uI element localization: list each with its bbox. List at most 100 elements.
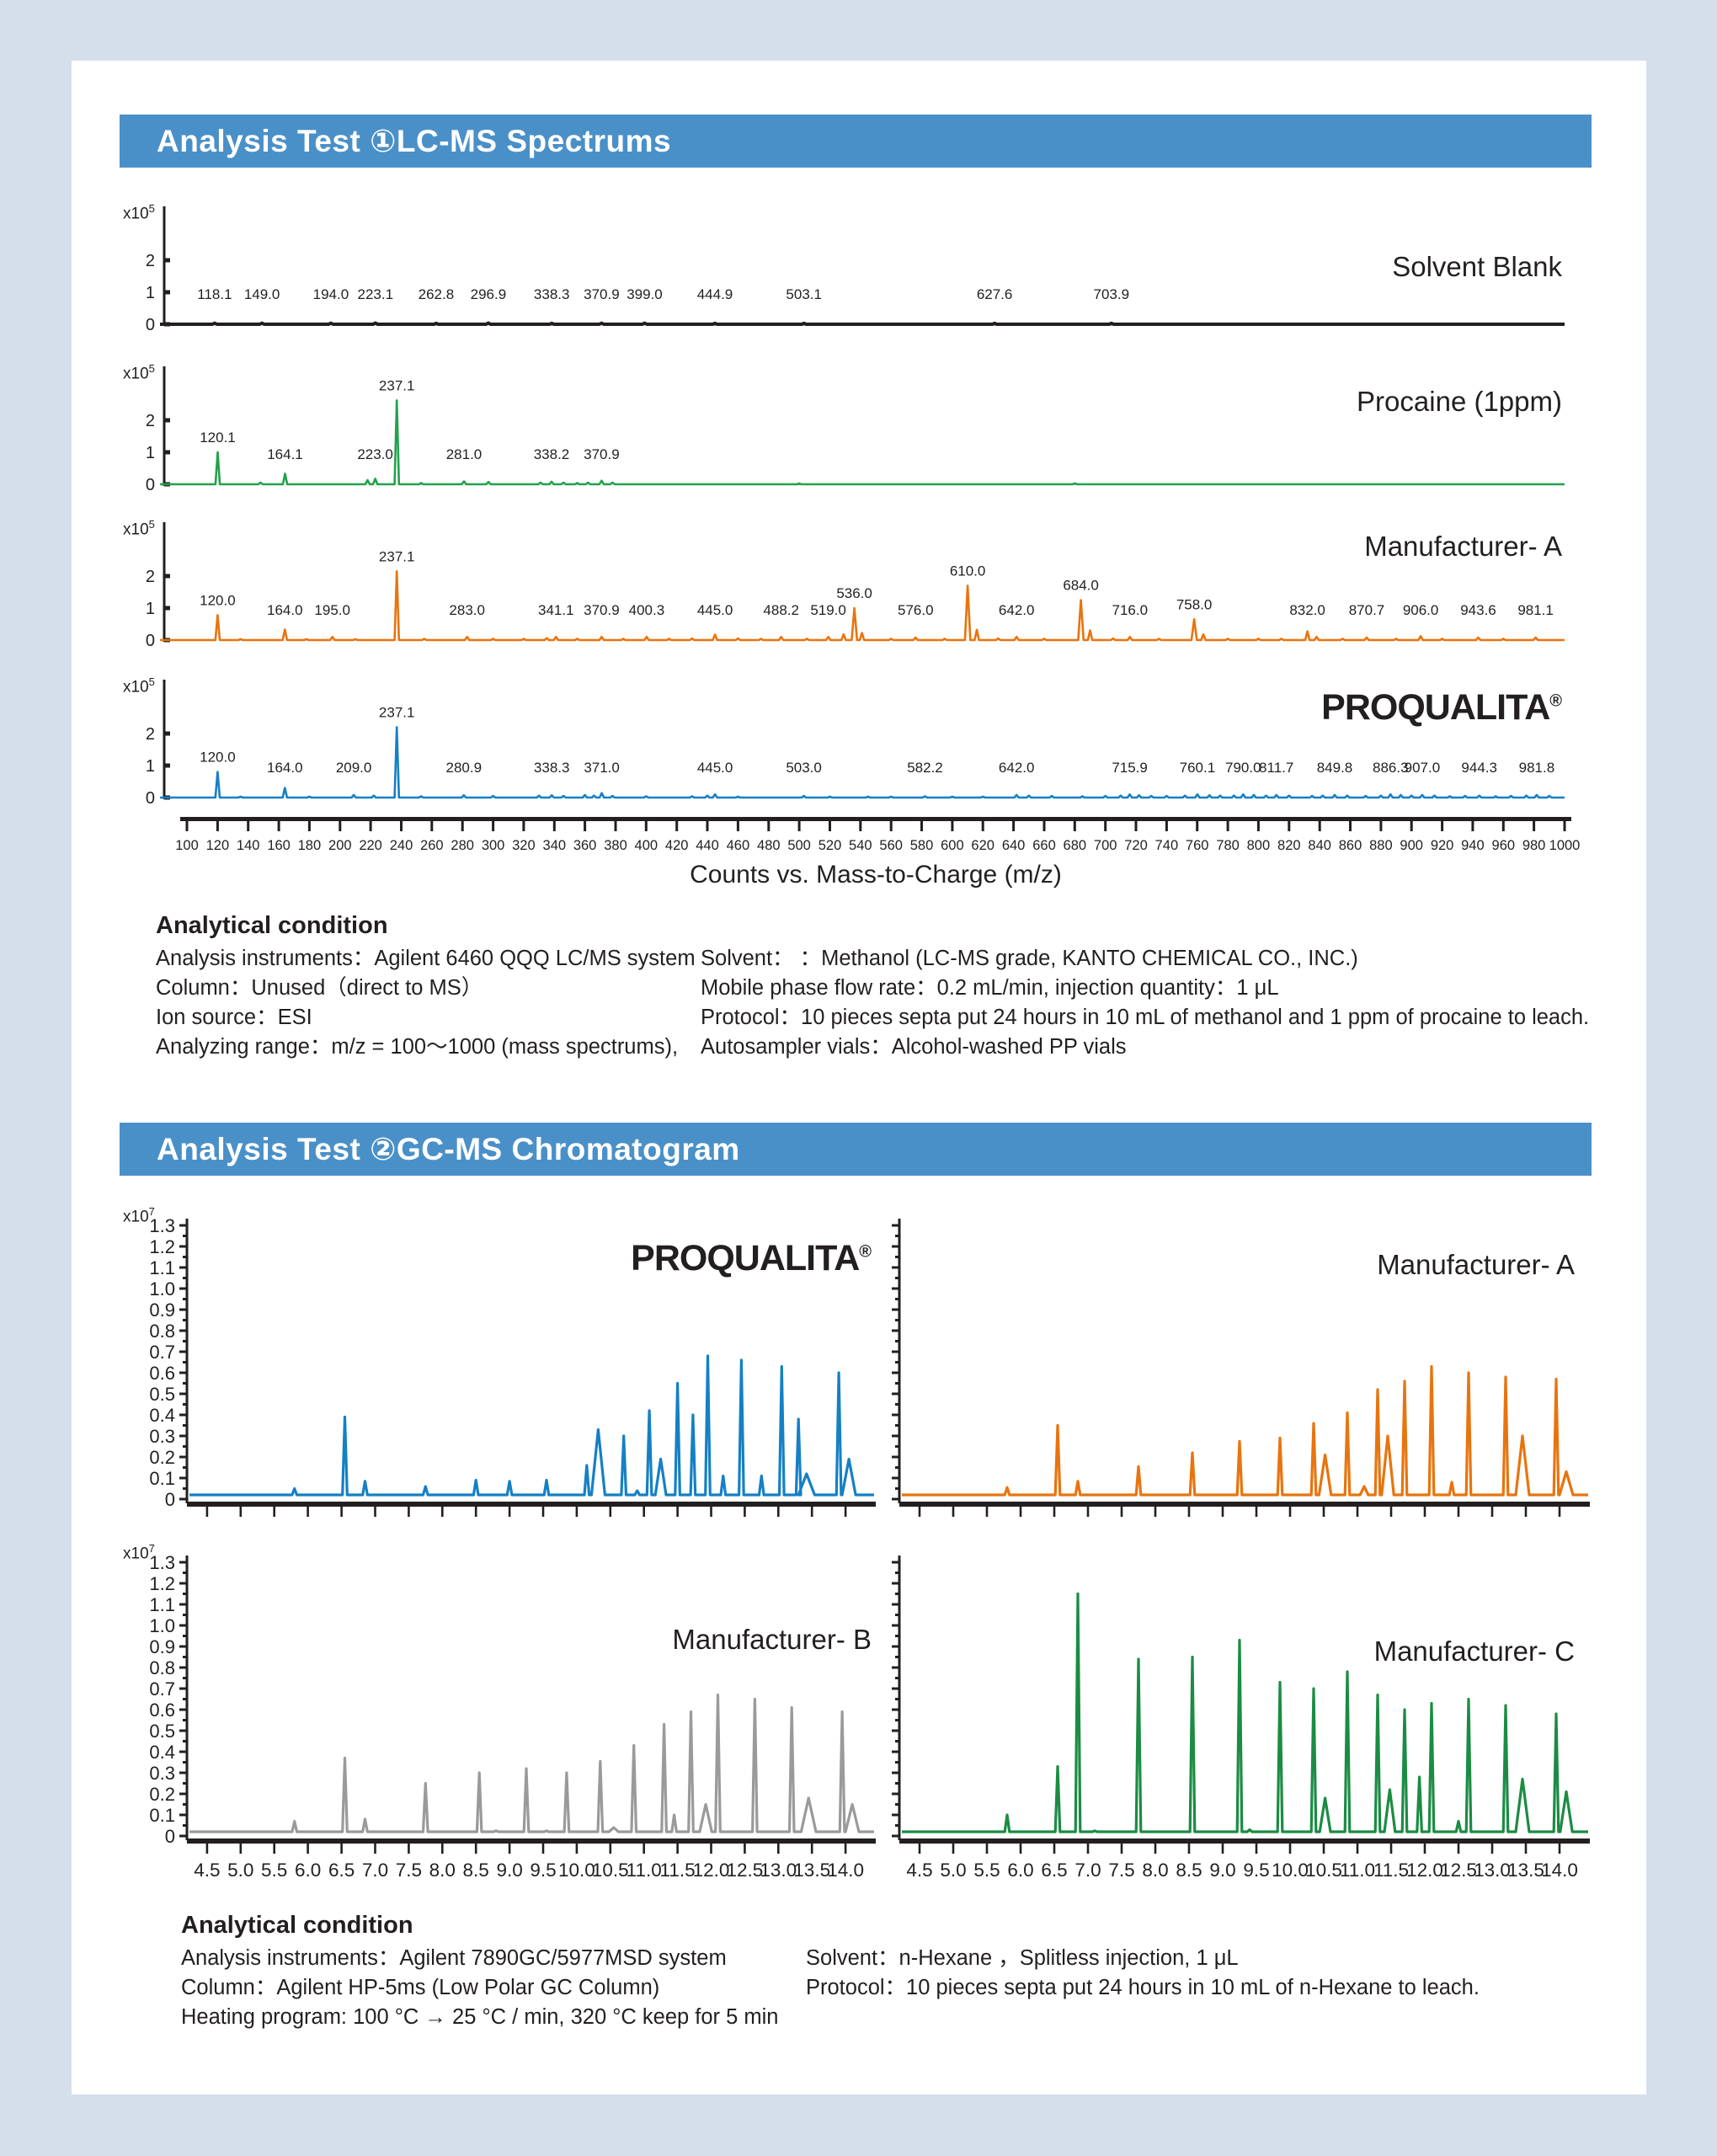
svg-text:0.8: 0.8 xyxy=(149,1321,175,1342)
svg-text:960: 960 xyxy=(1492,838,1516,853)
svg-text:0: 0 xyxy=(146,632,155,650)
lc3-title: Manufacturer- A xyxy=(1364,531,1562,562)
svg-text:0: 0 xyxy=(165,1489,175,1510)
svg-text:440: 440 xyxy=(696,838,719,853)
cond1-right-column: Solvent： ：Methanol (LC-MS grade, KANTO C… xyxy=(701,944,1589,1062)
svg-text:195.0: 195.0 xyxy=(314,602,350,618)
svg-text:164.0: 164.0 xyxy=(267,760,303,776)
svg-text:399.0: 399.0 xyxy=(627,286,663,302)
svg-text:920: 920 xyxy=(1431,838,1454,853)
svg-text:460: 460 xyxy=(727,838,750,853)
svg-text:720: 720 xyxy=(1124,838,1148,853)
svg-text:9.5: 9.5 xyxy=(530,1860,556,1881)
svg-text:420: 420 xyxy=(665,838,689,853)
svg-text:715.9: 715.9 xyxy=(1112,760,1148,776)
cond2-left-line: Analysis instruments：Agilent 7890GC/5977… xyxy=(181,1946,727,1970)
gc-top-y-unit: x107 xyxy=(123,1205,155,1226)
gc-bottom-y-exp: 7 xyxy=(148,1542,155,1555)
svg-text:338.3: 338.3 xyxy=(534,760,570,776)
lc3-y-exp: 5 xyxy=(148,518,155,531)
cond1-right-line: Solvent： ：Methanol (LC-MS grade, KANTO C… xyxy=(701,947,1358,970)
cond1-right-line: Autosampler vials：Alcohol-washed PP vial… xyxy=(701,1035,1127,1059)
lc2-y-exp: 5 xyxy=(148,362,155,375)
svg-text:800: 800 xyxy=(1247,838,1271,853)
cond2-right-column: Solvent：n-Hexane ，Splitless injection, 1… xyxy=(806,1944,1480,2003)
svg-text:540: 540 xyxy=(849,838,872,853)
svg-text:14.0: 14.0 xyxy=(827,1860,864,1881)
svg-text:11.5: 11.5 xyxy=(660,1860,696,1881)
svg-text:200: 200 xyxy=(328,838,352,853)
svg-text:1.2: 1.2 xyxy=(149,1236,175,1257)
svg-text:519.0: 519.0 xyxy=(810,602,846,618)
svg-text:237.1: 237.1 xyxy=(379,548,415,564)
svg-text:12.0: 12.0 xyxy=(693,1860,730,1881)
svg-text:7.0: 7.0 xyxy=(1074,1860,1101,1881)
svg-text:237.1: 237.1 xyxy=(379,377,415,393)
svg-text:180: 180 xyxy=(298,838,322,853)
svg-text:760.1: 760.1 xyxy=(1180,760,1216,776)
svg-text:12.5: 12.5 xyxy=(727,1860,764,1881)
svg-text:790.0: 790.0 xyxy=(1225,760,1261,776)
svg-text:5.0: 5.0 xyxy=(940,1860,966,1881)
svg-text:14.0: 14.0 xyxy=(1541,1860,1578,1881)
svg-text:7.5: 7.5 xyxy=(1108,1860,1134,1881)
svg-text:0.4: 0.4 xyxy=(149,1405,175,1426)
svg-text:100: 100 xyxy=(175,838,199,853)
svg-text:6.0: 6.0 xyxy=(295,1860,321,1881)
svg-text:780: 780 xyxy=(1216,838,1240,853)
svg-text:400.3: 400.3 xyxy=(629,602,665,618)
svg-text:9.0: 9.0 xyxy=(1209,1860,1235,1881)
svg-text:886.3: 886.3 xyxy=(1373,760,1409,776)
svg-text:980: 980 xyxy=(1522,838,1546,853)
svg-text:2: 2 xyxy=(146,412,155,430)
svg-text:716.0: 716.0 xyxy=(1112,602,1149,618)
svg-text:503.1: 503.1 xyxy=(786,286,822,302)
svg-text:223.0: 223.0 xyxy=(357,446,393,462)
svg-text:223.1: 223.1 xyxy=(358,286,394,302)
svg-text:209.0: 209.0 xyxy=(336,760,372,776)
svg-text:9.5: 9.5 xyxy=(1243,1860,1269,1881)
svg-text:943.6: 943.6 xyxy=(1460,602,1496,618)
cond1-left-line: Ion source：ESI xyxy=(156,1006,312,1029)
svg-text:13.5: 13.5 xyxy=(1507,1860,1544,1881)
svg-text:164.1: 164.1 xyxy=(267,446,303,462)
svg-text:1.3: 1.3 xyxy=(149,1215,175,1236)
svg-text:11.5: 11.5 xyxy=(1373,1860,1409,1881)
svg-text:0.3: 0.3 xyxy=(149,1763,175,1784)
svg-text:360: 360 xyxy=(573,838,597,853)
svg-text:120.0: 120.0 xyxy=(200,750,236,766)
svg-text:0.8: 0.8 xyxy=(149,1657,175,1678)
section2-header: Analysis Test ②GC-MS Chromatogram xyxy=(120,1123,1592,1176)
svg-text:300: 300 xyxy=(482,838,505,853)
lc-spectrum-procaine: 2 1 0 120.1 164.1 223.0 237.1 281.0 338.2 370.9 xyxy=(146,366,1565,494)
svg-text:2: 2 xyxy=(146,568,155,586)
svg-text:0: 0 xyxy=(146,476,155,494)
svg-text:296.9: 296.9 xyxy=(471,286,507,302)
svg-text:880: 880 xyxy=(1369,838,1393,853)
svg-text:811.7: 811.7 xyxy=(1259,760,1293,776)
svg-text:0.9: 0.9 xyxy=(149,1299,175,1321)
svg-text:10.5: 10.5 xyxy=(592,1860,629,1881)
svg-text:620: 620 xyxy=(971,838,994,853)
svg-text:758.0: 758.0 xyxy=(1176,596,1213,612)
svg-text:906.0: 906.0 xyxy=(1403,602,1439,618)
svg-text:10.0: 10.0 xyxy=(558,1860,595,1881)
svg-text:520: 520 xyxy=(819,838,842,853)
svg-text:1.2: 1.2 xyxy=(149,1573,175,1594)
svg-text:1: 1 xyxy=(146,600,155,618)
svg-text:981.1: 981.1 xyxy=(1517,602,1554,618)
svg-text:1000: 1000 xyxy=(1549,838,1581,853)
lc2-title: Procaine (1ppm) xyxy=(1357,386,1562,417)
lc3-y-unit: x105 xyxy=(123,518,155,539)
gc-bottom-y-unit: x107 xyxy=(123,1542,155,1563)
svg-text:5.5: 5.5 xyxy=(973,1860,1000,1881)
cond1-right-line: Mobile phase flow rate：0.2 mL/min, injec… xyxy=(701,976,1279,1000)
svg-text:164.0: 164.0 xyxy=(267,602,303,618)
svg-text:13.5: 13.5 xyxy=(793,1860,830,1881)
svg-text:840: 840 xyxy=(1308,838,1331,853)
lc2-y-unit: x105 xyxy=(123,362,155,383)
svg-text:13.0: 13.0 xyxy=(760,1860,797,1881)
svg-text:12.5: 12.5 xyxy=(1440,1860,1477,1881)
svg-text:0: 0 xyxy=(146,789,155,808)
svg-text:680: 680 xyxy=(1064,838,1087,853)
